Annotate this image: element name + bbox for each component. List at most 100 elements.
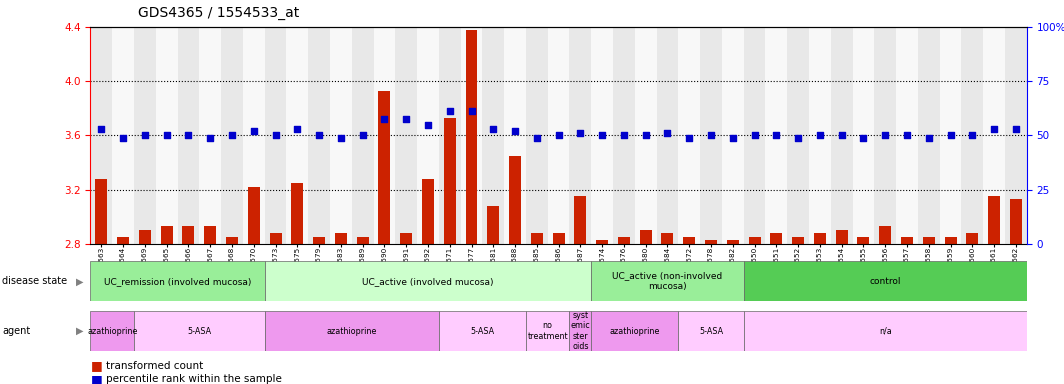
Bar bbox=[155, 27, 178, 244]
Bar bbox=[352, 27, 373, 244]
Bar bbox=[531, 233, 543, 244]
Bar bbox=[896, 27, 918, 244]
Bar bbox=[575, 196, 586, 244]
Bar bbox=[749, 237, 761, 244]
Bar bbox=[569, 27, 592, 244]
Bar bbox=[852, 27, 875, 244]
Point bbox=[485, 126, 502, 132]
Point bbox=[942, 132, 959, 139]
Bar bbox=[90, 311, 134, 351]
Text: azathioprine: azathioprine bbox=[87, 327, 137, 336]
Bar bbox=[309, 27, 330, 244]
Bar bbox=[96, 179, 107, 244]
Bar bbox=[330, 27, 352, 244]
Bar bbox=[705, 240, 717, 244]
Bar bbox=[744, 261, 1027, 301]
Bar bbox=[770, 233, 782, 244]
Text: agent: agent bbox=[2, 326, 31, 336]
Text: 5-ASA: 5-ASA bbox=[187, 327, 212, 336]
Bar bbox=[265, 311, 438, 351]
Point bbox=[332, 135, 349, 141]
Bar bbox=[134, 27, 155, 244]
Bar bbox=[656, 27, 679, 244]
Bar bbox=[548, 27, 569, 244]
Bar bbox=[639, 230, 651, 244]
Point bbox=[877, 132, 894, 139]
Bar bbox=[466, 30, 478, 244]
Bar bbox=[117, 237, 129, 244]
Text: azathioprine: azathioprine bbox=[327, 327, 377, 336]
Bar bbox=[161, 226, 172, 244]
Point bbox=[376, 116, 393, 122]
Bar bbox=[335, 233, 347, 244]
Bar bbox=[417, 27, 438, 244]
Bar bbox=[814, 233, 826, 244]
Text: UC_remission (involved mucosa): UC_remission (involved mucosa) bbox=[104, 277, 251, 286]
Bar bbox=[292, 183, 303, 244]
Text: disease state: disease state bbox=[2, 276, 67, 286]
Bar bbox=[248, 187, 260, 244]
Bar bbox=[596, 240, 609, 244]
Text: ■: ■ bbox=[90, 373, 102, 384]
Text: 5-ASA: 5-ASA bbox=[699, 327, 724, 336]
Point bbox=[93, 126, 110, 132]
Point bbox=[506, 128, 523, 134]
Text: syst
emic
ster
oids: syst emic ster oids bbox=[570, 311, 591, 351]
Bar bbox=[744, 311, 1027, 351]
Bar bbox=[858, 237, 869, 244]
Bar bbox=[461, 27, 482, 244]
Bar bbox=[269, 233, 282, 244]
Point bbox=[615, 132, 632, 139]
Bar bbox=[482, 27, 504, 244]
Point bbox=[202, 135, 219, 141]
Point bbox=[159, 132, 176, 139]
Point bbox=[354, 132, 371, 139]
Bar bbox=[662, 233, 674, 244]
Bar bbox=[679, 311, 744, 351]
Bar bbox=[592, 261, 744, 301]
Point bbox=[398, 116, 415, 122]
Point bbox=[855, 135, 872, 141]
Point bbox=[985, 126, 1002, 132]
Point bbox=[768, 132, 785, 139]
Bar bbox=[199, 27, 221, 244]
Point bbox=[529, 135, 546, 141]
Point bbox=[267, 132, 284, 139]
Text: ▶: ▶ bbox=[76, 276, 83, 286]
Bar bbox=[438, 311, 526, 351]
Point bbox=[223, 132, 240, 139]
Bar bbox=[765, 27, 787, 244]
Point bbox=[702, 132, 719, 139]
Point bbox=[245, 128, 262, 134]
Text: GDS4365 / 1554533_at: GDS4365 / 1554533_at bbox=[138, 6, 300, 20]
Bar bbox=[835, 230, 848, 244]
Point bbox=[920, 135, 937, 141]
Bar bbox=[134, 311, 265, 351]
Point bbox=[812, 132, 829, 139]
Bar bbox=[875, 27, 896, 244]
Bar bbox=[945, 237, 957, 244]
Bar bbox=[700, 27, 721, 244]
Point bbox=[288, 126, 305, 132]
Bar bbox=[221, 27, 243, 244]
Point bbox=[898, 132, 915, 139]
Bar bbox=[438, 27, 461, 244]
Bar bbox=[204, 226, 216, 244]
Point bbox=[725, 135, 742, 141]
Text: percentile rank within the sample: percentile rank within the sample bbox=[106, 374, 282, 384]
Bar bbox=[504, 27, 526, 244]
Bar bbox=[90, 261, 265, 301]
Bar bbox=[265, 27, 286, 244]
Bar bbox=[569, 311, 592, 351]
Bar bbox=[831, 27, 852, 244]
Bar bbox=[400, 233, 412, 244]
Bar bbox=[552, 233, 565, 244]
Text: azathioprine: azathioprine bbox=[610, 327, 660, 336]
Point bbox=[180, 132, 197, 139]
Bar bbox=[373, 27, 396, 244]
Text: ▶: ▶ bbox=[76, 326, 83, 336]
Bar bbox=[1010, 199, 1021, 244]
Bar bbox=[721, 27, 744, 244]
Point bbox=[463, 108, 480, 114]
Point bbox=[311, 132, 328, 139]
